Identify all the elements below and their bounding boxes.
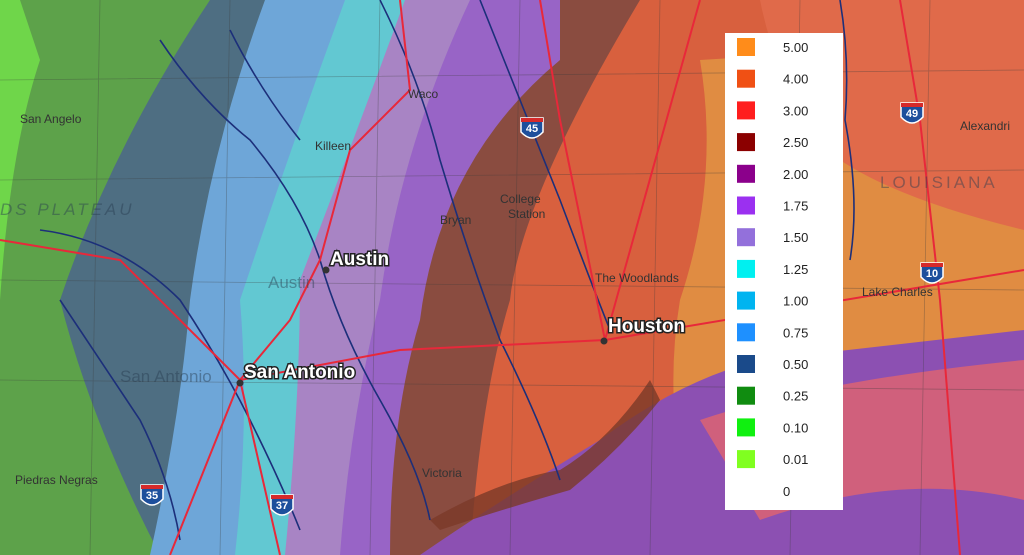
legend-label: 0 — [783, 484, 790, 499]
legend-swatch — [737, 355, 755, 373]
city-label: Austin — [330, 249, 389, 270]
place-label: Austin — [268, 273, 315, 292]
shields: 45 49 10 35 37 — [140, 102, 944, 516]
legend-swatch — [737, 196, 755, 215]
shield-top — [901, 103, 923, 107]
place-label: Waco — [408, 87, 439, 101]
place-label: College — [500, 192, 541, 206]
shield-top — [921, 263, 943, 267]
place-label: Killeen — [315, 139, 351, 153]
shield-label: 37 — [276, 500, 288, 512]
legend-swatch — [737, 164, 755, 183]
interstate-shield: 37 — [270, 494, 294, 516]
city-dot — [236, 379, 244, 387]
legend-swatch — [737, 386, 755, 405]
legend-label: 1.75 — [783, 199, 808, 214]
legend-rows: 5.00 4.00 3.00 2.50 2.00 1.75 1.50 1.25 1.00 0.75… — [737, 38, 808, 499]
interstate-shield: 45 — [520, 117, 544, 139]
place-label: San Angelo — [20, 112, 82, 126]
legend-label: 1.00 — [783, 294, 808, 309]
legend-label: 2.50 — [783, 135, 808, 150]
legend-swatch — [737, 450, 755, 469]
legend-swatch — [737, 291, 755, 310]
place-label: San Antonio — [120, 367, 212, 386]
interstate-shield: 35 — [140, 484, 164, 506]
city-label: Houston — [608, 316, 685, 337]
place-label: Piedras Negras — [15, 473, 98, 487]
place-label: Station — [508, 207, 545, 221]
legend-swatch — [737, 418, 755, 437]
legend-swatch — [737, 101, 755, 120]
place-label: DS PLATEAU — [0, 200, 135, 219]
legend-swatch — [737, 69, 755, 88]
place-label: Bryan — [440, 213, 471, 227]
legend-swatch — [737, 259, 755, 278]
shield-top — [521, 118, 543, 122]
shield-top — [271, 495, 293, 499]
shield-shape — [270, 494, 294, 516]
labels: San Angelo Waco Killeen College Station … — [0, 87, 1010, 487]
city-label: San Antonio — [244, 362, 355, 383]
legend: 5.00 4.00 3.00 2.50 2.00 1.75 1.50 1.25 1.00 0.75… — [725, 33, 843, 510]
shield-shape — [920, 262, 944, 284]
shield-shape — [520, 117, 544, 139]
interstate-shield: 10 — [920, 262, 944, 284]
legend-label: 4.00 — [783, 72, 808, 87]
legend-label: 1.25 — [783, 262, 808, 277]
place-label: LOUISIANA — [880, 173, 998, 192]
legend-label: 0.75 — [783, 325, 808, 340]
shield-label: 49 — [906, 108, 918, 120]
place-label: The Woodlands — [595, 271, 679, 285]
shield-shape — [900, 102, 924, 124]
legend-label: 1.50 — [783, 230, 808, 245]
city-dot — [322, 266, 330, 274]
shield-shape — [140, 484, 164, 506]
city-dot — [600, 337, 608, 345]
legend-swatch — [737, 38, 755, 56]
legend-label: 0.50 — [783, 357, 808, 372]
shield-label: 45 — [526, 123, 538, 135]
shield-label: 10 — [926, 268, 938, 280]
legend-label: 5.00 — [783, 40, 808, 55]
legend-label: 0.01 — [783, 452, 808, 467]
shield-top — [141, 485, 163, 489]
place-label: Alexandri — [960, 119, 1010, 133]
shield-label: 35 — [146, 490, 158, 502]
coast — [430, 380, 660, 530]
place-label: Victoria — [422, 466, 462, 480]
legend-label: 3.00 — [783, 103, 808, 118]
legend-label: 0.10 — [783, 420, 808, 435]
legend-label: 0.25 — [783, 389, 808, 404]
legend-swatch — [737, 133, 755, 152]
place-label: Lake Charles — [862, 285, 933, 299]
legend-swatch — [737, 228, 755, 247]
legend-swatch — [737, 323, 755, 342]
legend-label: 2.00 — [783, 167, 808, 182]
interstate-shield: 49 — [900, 102, 924, 124]
